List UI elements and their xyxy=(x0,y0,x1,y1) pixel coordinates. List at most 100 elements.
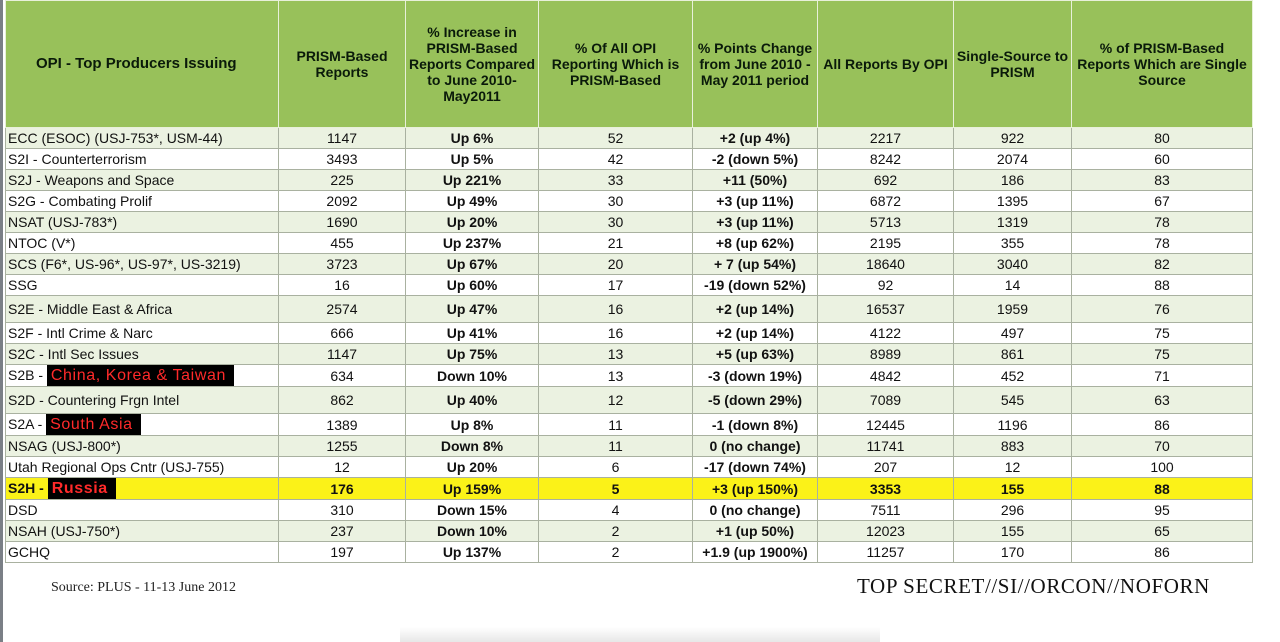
opi-label: S2J - Weapons and Space xyxy=(8,172,175,188)
opi-label: S2D - Countering Frgn Intel xyxy=(8,392,180,408)
cell-pct-single-source: 88 xyxy=(1071,274,1253,296)
cell-pct-increase: Up 221% xyxy=(405,169,539,191)
cell-opi: S2D - Countering Frgn Intel xyxy=(5,386,279,414)
cell-pct-points-change: -19 (down 52%) xyxy=(692,274,818,296)
cell-prism-reports: 1255 xyxy=(278,435,406,457)
opi-label: Utah Regional Ops Cntr (USJ-755) xyxy=(8,459,225,475)
table-row: S2H - Russia 176 Up 159% 5 +3 (up 150%) 3353 1… xyxy=(5,477,1253,500)
cell-single-source: 170 xyxy=(953,541,1072,563)
table-row: S2F - Intl Crime & Narc 666 Up 41% 16 +2 (up… xyxy=(5,322,1253,344)
cell-prism-reports: 634 xyxy=(278,364,406,387)
cell-opi: Utah Regional Ops Cntr (USJ-755) xyxy=(5,456,279,478)
cell-pct-points-change: +8 (up 62%) xyxy=(692,232,818,254)
header-pct-single-source: % of PRISM-Based Reports Which are Singl… xyxy=(1071,0,1253,128)
cell-pct-single-source: 86 xyxy=(1071,413,1253,436)
cell-pct-all-opi: 11 xyxy=(538,435,693,457)
cell-pct-single-source: 78 xyxy=(1071,211,1253,233)
opi-label: DSD xyxy=(8,502,38,518)
cell-pct-all-opi: 13 xyxy=(538,343,693,365)
cell-pct-increase: Down 8% xyxy=(405,435,539,457)
cell-pct-points-change: 0 (no change) xyxy=(692,499,818,521)
classification-marking: TOP SECRET//SI//ORCON//NOFORN xyxy=(857,574,1210,598)
cell-pct-all-opi: 17 xyxy=(538,274,693,296)
cell-prism-reports: 12 xyxy=(278,456,406,478)
cell-pct-points-change: -3 (down 19%) xyxy=(692,364,818,387)
cell-all-reports: 16537 xyxy=(817,295,954,323)
cell-pct-increase: Up 137% xyxy=(405,541,539,563)
header-prism-reports: PRISM-Based Reports xyxy=(278,0,406,128)
header-opi: OPI - Top Producers Issuing xyxy=(5,0,279,128)
opi-label: NSAH (USJ-750*) xyxy=(8,523,121,539)
cell-pct-all-opi: 12 xyxy=(538,386,693,414)
table-row: S2A - South Asia 1389 Up 8% 11 -1 (down 8%) 1… xyxy=(5,413,1253,436)
table-row: S2D - Countering Frgn Intel 862 Up 40% 12 -5… xyxy=(5,386,1253,414)
cell-prism-reports: 310 xyxy=(278,499,406,521)
cell-all-reports: 6872 xyxy=(817,190,954,212)
table-row: Utah Regional Ops Cntr (USJ-755) 12 Up 20%… xyxy=(5,456,1253,478)
cell-pct-all-opi: 2 xyxy=(538,520,693,542)
opi-label: S2H - xyxy=(8,480,44,496)
cell-single-source: 1959 xyxy=(953,295,1072,323)
opi-label: S2G - Combating Prolif xyxy=(8,193,152,209)
cell-pct-points-change: -2 (down 5%) xyxy=(692,148,818,170)
cell-pct-all-opi: 20 xyxy=(538,253,693,275)
table-row: NSAT (USJ-783*) 1690 Up 20% 30 +3 (up 11%) 57… xyxy=(5,211,1253,233)
table-row: NSAG (USJ-800*) 1255 Down 8% 11 0 (no change… xyxy=(5,435,1253,457)
cell-pct-points-change: +2 (up 14%) xyxy=(692,295,818,323)
cell-pct-points-change: +2 (up 14%) xyxy=(692,322,818,344)
cell-opi: S2E - Middle East & Africa xyxy=(5,295,279,323)
cell-opi: S2H - Russia xyxy=(5,477,279,500)
cell-pct-single-source: 75 xyxy=(1071,322,1253,344)
cell-pct-increase: Up 67% xyxy=(405,253,539,275)
cell-pct-increase: Up 8% xyxy=(405,413,539,436)
table-row: S2E - Middle East & Africa 2574 Up 47% 16 +2… xyxy=(5,295,1253,323)
cell-pct-points-change: 0 (no change) xyxy=(692,435,818,457)
cell-single-source: 922 xyxy=(953,127,1072,149)
bottom-shadow xyxy=(400,627,880,642)
cell-pct-single-source: 88 xyxy=(1071,477,1253,500)
header-pct-all-opi: % Of All OPI Reporting Which is PRISM-Ba… xyxy=(538,0,693,128)
cell-all-reports: 11257 xyxy=(817,541,954,563)
cell-all-reports: 4842 xyxy=(817,364,954,387)
redaction-label: Russia xyxy=(47,478,116,499)
cell-opi: S2A - South Asia xyxy=(5,413,279,436)
cell-pct-points-change: -17 (down 74%) xyxy=(692,456,818,478)
cell-pct-points-change: + 7 (up 54%) xyxy=(692,253,818,275)
cell-pct-increase: Down 10% xyxy=(405,520,539,542)
cell-pct-all-opi: 11 xyxy=(538,413,693,436)
cell-single-source: 186 xyxy=(953,169,1072,191)
cell-prism-reports: 197 xyxy=(278,541,406,563)
header-all-reports: All Reports By OPI xyxy=(817,0,954,128)
cell-pct-all-opi: 4 xyxy=(538,499,693,521)
cell-single-source: 545 xyxy=(953,386,1072,414)
cell-pct-increase: Down 10% xyxy=(405,364,539,387)
header-pct-increase: % Increase in PRISM-Based Reports Compar… xyxy=(405,0,539,128)
cell-pct-points-change: -1 (down 8%) xyxy=(692,413,818,436)
cell-single-source: 12 xyxy=(953,456,1072,478)
cell-opi: NSAH (USJ-750*) xyxy=(5,520,279,542)
cell-prism-reports: 3723 xyxy=(278,253,406,275)
cell-pct-points-change: +11 (50%) xyxy=(692,169,818,191)
cell-single-source: 3040 xyxy=(953,253,1072,275)
cell-pct-single-source: 63 xyxy=(1071,386,1253,414)
opi-label: S2A - xyxy=(8,416,43,432)
cell-pct-single-source: 71 xyxy=(1071,364,1253,387)
cell-all-reports: 2217 xyxy=(817,127,954,149)
cell-prism-reports: 862 xyxy=(278,386,406,414)
cell-pct-increase: Up 47% xyxy=(405,295,539,323)
cell-all-reports: 2195 xyxy=(817,232,954,254)
cell-opi: NSAT (USJ-783*) xyxy=(5,211,279,233)
cell-prism-reports: 2092 xyxy=(278,190,406,212)
cell-single-source: 883 xyxy=(953,435,1072,457)
opi-label: SSG xyxy=(8,277,38,293)
cell-pct-all-opi: 16 xyxy=(538,295,693,323)
cell-opi: S2C - Intl Sec Issues xyxy=(5,343,279,365)
cell-prism-reports: 666 xyxy=(278,322,406,344)
opi-label: S2I - Counterterrorism xyxy=(8,151,147,167)
cell-opi: S2I - Counterterrorism xyxy=(5,148,279,170)
cell-pct-single-source: 86 xyxy=(1071,541,1253,563)
cell-single-source: 1196 xyxy=(953,413,1072,436)
cell-pct-increase: Up 20% xyxy=(405,456,539,478)
cell-pct-all-opi: 52 xyxy=(538,127,693,149)
table-row: SCS (F6*, US-96*, US-97*, US-3219) 3723 Up… xyxy=(5,253,1253,275)
